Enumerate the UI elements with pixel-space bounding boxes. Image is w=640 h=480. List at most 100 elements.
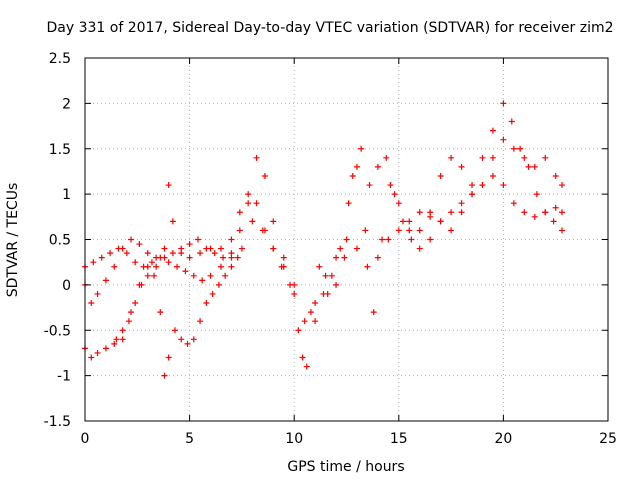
y-tick-label: 0.5: [49, 233, 71, 249]
data-point: [280, 254, 287, 261]
data-point: [427, 213, 434, 220]
data-point: [437, 218, 444, 225]
y-tick-label: -1.5: [44, 414, 71, 430]
data-point: [136, 241, 143, 248]
data-point: [253, 154, 260, 161]
data-point: [337, 245, 344, 252]
data-point: [197, 318, 204, 325]
data-point: [395, 227, 402, 234]
data-point: [111, 340, 118, 347]
data-point: [391, 191, 398, 198]
data-point: [161, 372, 168, 379]
data-point: [215, 281, 222, 288]
data-point: [301, 318, 308, 325]
data-point: [278, 263, 285, 270]
data-point: [88, 300, 95, 307]
data-point: [90, 259, 97, 266]
data-point: [199, 277, 206, 284]
data-point: [190, 336, 197, 343]
data-point: [366, 182, 373, 189]
data-point: [353, 163, 360, 170]
data-point: [521, 154, 528, 161]
x-tick-label: 15: [390, 431, 408, 447]
data-point: [261, 172, 268, 179]
data-point: [416, 209, 423, 216]
data-point: [508, 118, 515, 125]
data-point: [316, 263, 323, 270]
data-point: [299, 354, 306, 361]
data-point: [249, 218, 256, 225]
data-point: [125, 318, 132, 325]
data-point: [165, 182, 172, 189]
data-point: [144, 263, 151, 270]
data-point: [385, 236, 392, 243]
data-point: [358, 145, 365, 152]
data-point: [153, 263, 160, 270]
data-point: [228, 254, 235, 261]
data-point: [190, 272, 197, 279]
data-point: [132, 300, 139, 307]
data-point: [217, 245, 224, 252]
series-track-d: [113, 254, 241, 379]
data-point: [107, 250, 114, 257]
data-point: [182, 268, 189, 275]
data-point: [489, 127, 496, 134]
data-point: [228, 263, 235, 270]
data-point: [111, 263, 118, 270]
x-tick-label: 5: [185, 431, 194, 447]
data-point: [245, 191, 252, 198]
data-point: [94, 349, 101, 356]
data-point: [144, 272, 151, 279]
data-point: [558, 182, 565, 189]
data-point: [234, 254, 241, 261]
data-point: [171, 327, 178, 334]
data-point: [322, 272, 329, 279]
data-point: [374, 254, 381, 261]
data-point: [558, 209, 565, 216]
series-track-b: [82, 172, 565, 325]
data-point: [165, 259, 172, 266]
data-point: [119, 336, 126, 343]
data-point: [489, 154, 496, 161]
data-point: [370, 309, 377, 316]
data-point: [374, 163, 381, 170]
data-point: [395, 200, 402, 207]
data-point: [406, 218, 413, 225]
y-tick-label: -0.5: [44, 323, 71, 339]
data-point: [362, 227, 369, 234]
y-tick-label: 1.5: [49, 142, 71, 158]
data-point: [228, 236, 235, 243]
data-point: [245, 200, 252, 207]
y-tick-label: -1: [57, 369, 71, 385]
data-point: [287, 281, 294, 288]
data-point: [387, 182, 394, 189]
data-point: [521, 209, 528, 216]
data-point: [312, 318, 319, 325]
y-tick-label: 0: [62, 278, 71, 294]
data-point: [510, 200, 517, 207]
data-point: [550, 218, 557, 225]
grid: [85, 58, 608, 421]
data-point: [427, 236, 434, 243]
x-tick-label: 0: [81, 431, 90, 447]
data-point: [291, 290, 298, 297]
data-point: [203, 245, 210, 252]
chart-title: Day 331 of 2017, Sidereal Day-to-day VTE…: [47, 20, 614, 36]
data-point: [379, 236, 386, 243]
y-tick-label: 2.5: [49, 51, 71, 67]
data-point: [203, 300, 210, 307]
x-tick-label: 10: [285, 431, 303, 447]
data-point: [165, 354, 172, 361]
data-point: [184, 340, 191, 347]
data-point: [123, 250, 130, 257]
data-point: [437, 172, 444, 179]
data-points: [82, 100, 565, 379]
data-point: [458, 200, 465, 207]
data-point: [151, 272, 158, 279]
data-point: [510, 145, 517, 152]
data-point: [270, 245, 277, 252]
data-point: [558, 227, 565, 234]
data-point: [320, 290, 327, 297]
data-point: [517, 145, 524, 152]
data-point: [102, 345, 109, 352]
